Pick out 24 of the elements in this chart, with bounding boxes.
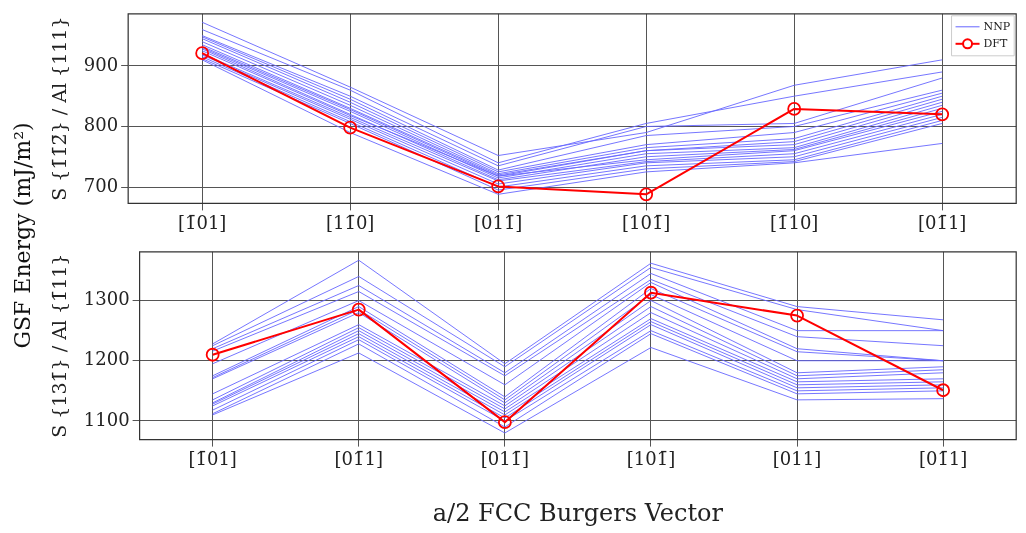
y-axis-title: S {131̄} / Al {1̄11} [48, 253, 71, 438]
x-tick-label: [01̄1] [334, 448, 383, 470]
y-tick-label: 1200 [83, 348, 130, 370]
x-tick-label: [011̄] [473, 211, 523, 233]
x-tick-label: [011] [772, 448, 822, 470]
y-tick-label: 1300 [83, 288, 130, 310]
x-tick-label: [011̄] [480, 448, 530, 470]
y-axis-title: S {1̄1̄2̄} / Al {111} [48, 16, 71, 201]
legend-label: DFT [983, 36, 1008, 50]
x-axis-title: a/2 FCC Burgers Vector [432, 498, 724, 527]
legend-label: NNP [983, 19, 1011, 33]
y-tick-label: 900 [83, 53, 119, 75]
text: GSF Energy (mJ/m²) [9, 121, 35, 349]
x-tick-label: [101̄] [626, 448, 676, 470]
x-tick-label: [01̄1] [918, 448, 968, 470]
x-tick-label: [1̄10] [769, 211, 819, 233]
y-tick-label: 800 [83, 114, 119, 136]
x-tick-label: [1̄01] [188, 448, 237, 470]
x-tick-label: [101̄] [621, 211, 671, 233]
x-tick-label: [01̄1] [917, 211, 967, 233]
y-tick-label: 1100 [83, 408, 130, 430]
x-tick-label: [11̄0] [325, 211, 375, 233]
y-tick-label: 700 [83, 174, 119, 196]
x-tick-label: [1̄01] [177, 211, 227, 233]
